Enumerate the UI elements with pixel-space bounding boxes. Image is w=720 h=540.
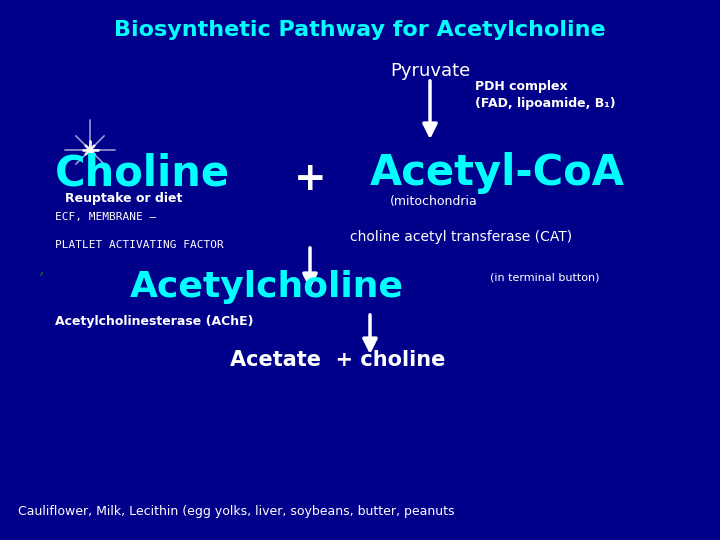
Text: (mitochondria: (mitochondria — [390, 195, 478, 208]
Text: Cauliflower, Milk, Lecithin (egg yolks, liver, soybeans, butter, peanuts: Cauliflower, Milk, Lecithin (egg yolks, … — [18, 505, 454, 518]
Text: ECF, MEMBRANE –: ECF, MEMBRANE – — [55, 212, 156, 222]
Text: Acetate  + choline: Acetate + choline — [230, 350, 446, 370]
Text: +: + — [294, 160, 326, 198]
Text: ’: ’ — [38, 272, 43, 287]
Text: Acetylcholinesterase (AChE): Acetylcholinesterase (AChE) — [55, 315, 253, 328]
Text: Reuptake or diet: Reuptake or diet — [65, 192, 182, 205]
Text: PLATLET ACTIVATING FACTOR: PLATLET ACTIVATING FACTOR — [55, 240, 224, 250]
Text: Pyruvate: Pyruvate — [390, 62, 470, 80]
Text: Biosynthetic Pathway for Acetylcholine: Biosynthetic Pathway for Acetylcholine — [114, 20, 606, 40]
Text: choline acetyl transferase (CAT): choline acetyl transferase (CAT) — [350, 230, 572, 244]
Text: PDH complex
(FAD, lipoamide, B₁): PDH complex (FAD, lipoamide, B₁) — [475, 80, 616, 110]
Text: (in terminal button): (in terminal button) — [490, 272, 600, 282]
Text: Acetyl-CoA: Acetyl-CoA — [370, 152, 625, 194]
Text: Choline: Choline — [55, 152, 230, 194]
Text: Acetylcholine: Acetylcholine — [130, 270, 404, 304]
